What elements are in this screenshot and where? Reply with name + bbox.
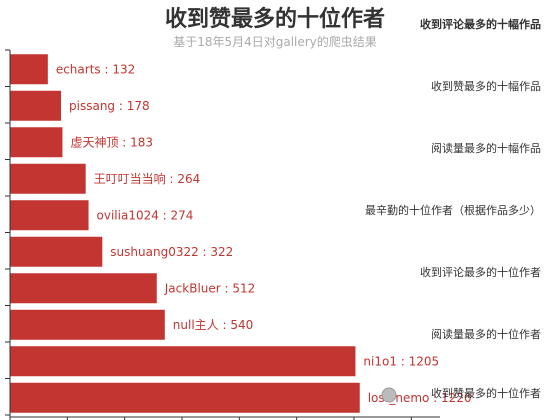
bar-label: echarts : 132 — [56, 62, 135, 76]
bar[interactable] — [10, 163, 86, 194]
axis-layer — [5, 49, 440, 420]
chart-switcher-nav: 收到评论最多的十幅作品收到赞最多的十幅作品阅读量最多的十幅作品最辛勤的十位作者（… — [365, 17, 541, 400]
chart-title: 收到赞最多的十位作者 — [165, 6, 385, 32]
bars-layer — [10, 54, 360, 413]
bar-label: 王叮叮当当响 : 264 — [94, 171, 201, 186]
bar[interactable] — [10, 273, 157, 304]
bar[interactable] — [10, 382, 360, 413]
bar[interactable] — [10, 236, 103, 267]
bar[interactable] — [10, 54, 48, 85]
bar[interactable] — [10, 90, 62, 121]
bar[interactable] — [10, 127, 63, 158]
bar-label: sushuang0322 : 322 — [110, 245, 233, 259]
labels-layer: echarts : 132 pissang : 178 虚天神顶 : 183 王叮叮当… — [56, 62, 472, 405]
bar[interactable] — [10, 200, 89, 231]
nav-tab[interactable]: 阅读量最多的十幅作品 — [431, 141, 541, 155]
bar-label: 虚天神顶 : 183 — [70, 135, 153, 149]
nav-tab[interactable]: 最辛勤的十位作者（根据作品多少） — [365, 203, 541, 217]
chart-subtitle: 基于18年5月4日对gallery的爬虫结果 — [173, 34, 377, 49]
bar-label: ni1o1 : 1205 — [363, 354, 439, 368]
bar-label: ovilia1024 : 274 — [97, 208, 194, 222]
bar-label: pissang : 178 — [69, 99, 150, 113]
nav-tab[interactable]: 收到赞最多的十位作者 — [431, 386, 541, 400]
bar[interactable] — [10, 346, 356, 377]
nav-tab[interactable]: 收到评论最多的十位作者 — [420, 265, 541, 279]
nav-tab[interactable]: 收到评论最多的十幅作品 — [420, 17, 541, 31]
nav-tab[interactable]: 收到赞最多的十幅作品 — [431, 79, 541, 93]
bar-label: null主人 : 540 — [173, 318, 253, 332]
nav-tab[interactable]: 阅读量最多的十位作者 — [431, 327, 541, 341]
scroll-handle[interactable] — [381, 387, 397, 403]
bar-label: JackBluer : 512 — [164, 281, 256, 295]
bar[interactable] — [10, 309, 165, 340]
